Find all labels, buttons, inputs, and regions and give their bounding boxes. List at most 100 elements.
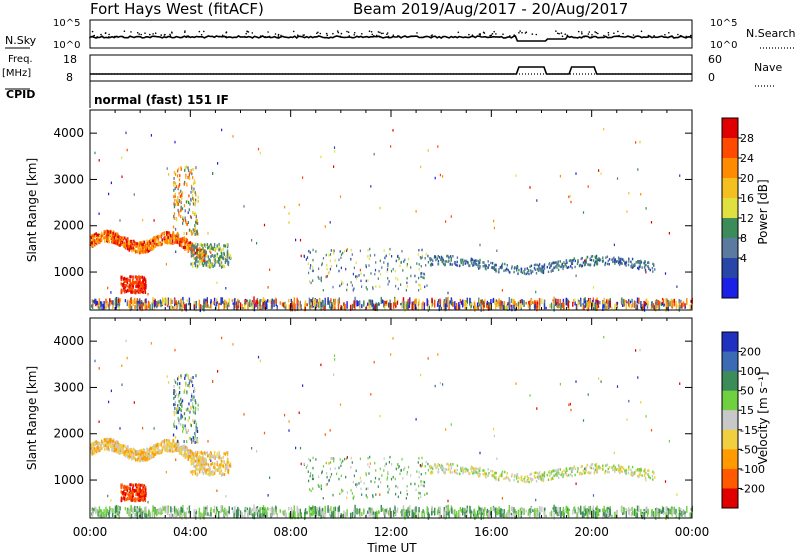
data-cell xyxy=(397,258,399,261)
data-cell xyxy=(554,265,557,268)
data-cell xyxy=(205,261,207,265)
data-cell xyxy=(568,508,571,511)
data-cell xyxy=(529,508,531,516)
data-cell xyxy=(142,488,144,492)
data-cell xyxy=(619,263,621,267)
data-cell xyxy=(387,262,389,266)
data-cell xyxy=(201,250,203,254)
data-cell xyxy=(180,512,182,515)
data-cell xyxy=(506,264,508,267)
data-cell xyxy=(124,444,126,448)
data-cell xyxy=(236,301,238,306)
data-cell xyxy=(361,285,363,288)
data-cell xyxy=(138,509,140,515)
data-cell xyxy=(486,508,489,514)
data-cell xyxy=(293,505,295,514)
data-cell xyxy=(130,495,132,499)
data-cell xyxy=(262,297,265,304)
data-cell xyxy=(178,178,181,182)
data-cell xyxy=(321,299,324,304)
data-cell xyxy=(166,238,169,242)
data-cell xyxy=(394,269,396,273)
data-cell xyxy=(318,507,321,514)
data-cell xyxy=(96,234,98,237)
colorbar-segment xyxy=(722,258,738,279)
data-cell xyxy=(368,299,370,303)
data-cell xyxy=(118,235,121,239)
data-cell xyxy=(599,258,602,261)
data-cell xyxy=(603,301,605,308)
data-cell xyxy=(148,302,150,308)
data-cell xyxy=(133,456,135,460)
data-cell xyxy=(214,254,216,258)
data-cell xyxy=(670,299,672,307)
data-cell xyxy=(155,239,157,243)
data-cell xyxy=(489,304,491,308)
data-cell xyxy=(419,256,421,259)
data-cell xyxy=(117,442,119,446)
data-cell xyxy=(161,240,163,244)
data-cell xyxy=(192,211,194,215)
data-cell xyxy=(94,235,97,239)
data-cell xyxy=(464,262,467,265)
data-cell xyxy=(225,304,227,309)
data-cell xyxy=(222,264,224,268)
data-cell xyxy=(592,507,594,515)
data-cell xyxy=(183,182,185,186)
data-cell xyxy=(114,240,117,244)
data-cell xyxy=(539,267,542,270)
data-cell xyxy=(112,237,115,240)
data-cell xyxy=(192,231,194,235)
data-cell xyxy=(365,265,367,269)
data-cell xyxy=(651,302,653,309)
data-cell xyxy=(120,282,122,286)
nsearch-point xyxy=(556,32,559,35)
data-cell xyxy=(107,440,109,444)
data-cell xyxy=(602,513,604,520)
data-cell xyxy=(638,505,640,511)
data-cell xyxy=(407,299,409,306)
colorbar-segment xyxy=(722,238,738,259)
data-cell xyxy=(510,304,513,308)
data-cell xyxy=(91,304,94,309)
data-cell xyxy=(595,257,598,260)
data-cell xyxy=(194,251,197,255)
data-cell xyxy=(553,304,555,312)
data-cell xyxy=(497,512,499,516)
data-cell xyxy=(185,511,187,520)
data-cell xyxy=(473,513,475,517)
data-cell xyxy=(565,505,567,514)
data-cell xyxy=(142,457,145,460)
data-cell xyxy=(111,300,113,305)
data-cell xyxy=(215,509,218,515)
data-cell xyxy=(669,301,671,307)
data-cell xyxy=(186,232,188,236)
data-cell xyxy=(171,447,174,451)
data-cell xyxy=(109,237,112,241)
data-cell xyxy=(220,262,222,266)
data-cell xyxy=(534,304,536,311)
data-cell xyxy=(137,509,139,512)
data-cell xyxy=(101,231,103,235)
data-cell xyxy=(384,256,386,260)
data-cell xyxy=(539,269,541,272)
data-cell xyxy=(203,254,206,258)
data-cell xyxy=(143,491,146,495)
data-cell xyxy=(567,508,569,516)
data-cell xyxy=(634,263,636,266)
data-cell xyxy=(568,300,571,303)
data-cell xyxy=(641,266,643,269)
data-cell xyxy=(135,242,137,245)
data-cell xyxy=(184,512,186,519)
data-cell xyxy=(359,508,361,517)
data-cell xyxy=(499,301,501,310)
data-cell xyxy=(223,303,226,306)
data-cell xyxy=(572,301,574,307)
data-cell xyxy=(123,285,125,289)
data-cell xyxy=(187,250,189,253)
data-cell xyxy=(217,257,220,261)
data-cell xyxy=(577,509,580,514)
data-cell xyxy=(315,514,318,517)
data-cell xyxy=(338,297,340,304)
nsearch-point xyxy=(375,34,378,37)
